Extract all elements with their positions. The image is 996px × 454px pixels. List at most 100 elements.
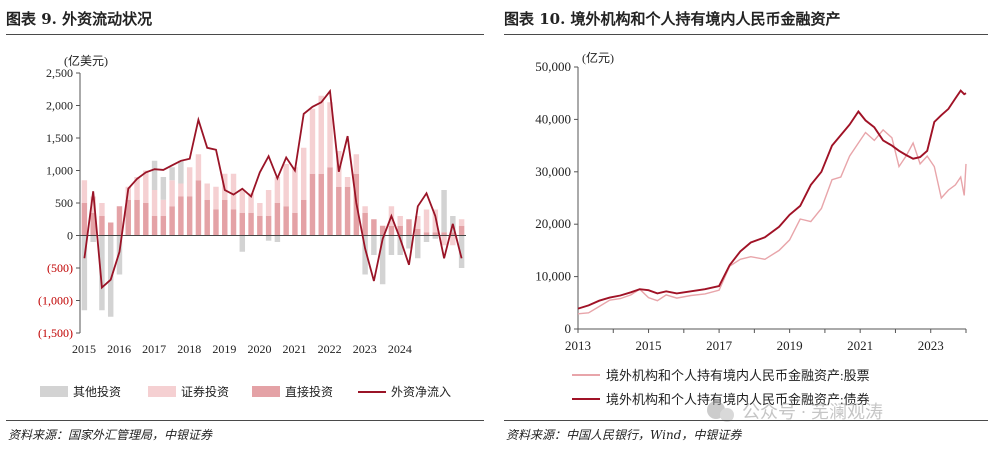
y-tick-label: 0 [67, 229, 73, 243]
other-investment-bar [169, 167, 175, 181]
direct-investment-bar [397, 225, 403, 236]
y-axis-unit-label: (亿元) [582, 50, 614, 65]
securities-investment-bar [134, 177, 140, 200]
y-tick-label: 500 [55, 196, 73, 210]
direct-investment-bar [116, 206, 123, 236]
x-tick-label: 2020 [247, 342, 271, 356]
y-tick-label: (1,000) [38, 294, 73, 308]
direct-investment-bar [415, 229, 421, 236]
direct-investment-bar [169, 206, 175, 236]
direct-investment-bar [450, 232, 456, 236]
direct-investment-bar [239, 212, 246, 236]
legend-label: 境外机构和个人持有境内人民币金融资产:债券 [606, 392, 870, 407]
left-source-note: 资料来源：国家外汇管理局，中银证券 [8, 428, 213, 442]
x-tick-label: 2017 [706, 338, 733, 353]
securities-investment-bar [178, 183, 184, 197]
legend-swatch [252, 386, 280, 397]
right-source-rule [504, 420, 988, 421]
legend-swatch [148, 386, 176, 397]
other-investment-bar [178, 160, 184, 184]
direct-investment-bar [213, 209, 219, 236]
right-source-note: 资料来源：中国人民银行，Wind，中银证券 [506, 428, 742, 442]
securities-investment-bar [423, 209, 430, 233]
direct-investment-bar [204, 199, 210, 236]
x-tick-label: 2023 [353, 342, 377, 356]
direct-investment-bar [432, 232, 439, 236]
other-investment-bar [371, 235, 377, 255]
y-tick-label: 10,000 [535, 269, 571, 284]
securities-investment-bar [283, 164, 289, 207]
x-tick-label: 2018 [177, 342, 201, 356]
other-investment-bar [441, 190, 447, 233]
other-investment-bar [239, 235, 246, 252]
wechat-icon-bubble [720, 408, 734, 422]
direct-investment-bar [458, 225, 465, 236]
x-tick-label: 2021 [283, 342, 307, 356]
other-investment-bar [160, 177, 167, 200]
y-tick-label: 0 [565, 321, 572, 336]
other-investment-bar [116, 235, 123, 275]
securities-investment-bar [318, 95, 324, 174]
direct-investment-bar [90, 212, 96, 236]
direct-investment-bar [283, 206, 289, 236]
net-inflow-line [83, 88, 463, 290]
y-tick-label: 40,000 [535, 111, 571, 126]
securities-investment-bar [362, 206, 368, 213]
securities-investment-bar [90, 196, 96, 213]
watermark: 公众号 · 芜澜观涛 [707, 401, 883, 422]
securities-investment-bar [344, 177, 351, 187]
direct-investment-bar [327, 167, 333, 236]
x-tick-label: 2019 [777, 338, 803, 353]
other-investment-bar [151, 160, 158, 190]
direct-investment-bar [107, 222, 114, 236]
right-chart-title: 图表 10. 境外机构和个人持有境内人民币金融资产 [504, 10, 841, 28]
securities-investment-bar [458, 219, 465, 226]
direct-investment-bar [134, 199, 140, 236]
direct-investment-bar [441, 232, 447, 236]
securities-investment-bar [195, 154, 202, 181]
other-investment-bar [99, 235, 105, 311]
direct-investment-bar [265, 216, 272, 236]
stocks-holdings-line [577, 128, 967, 315]
direct-investment-bar [336, 186, 342, 236]
securities-investment-bar [441, 235, 447, 246]
direct-investment-bar [406, 219, 412, 236]
securities-investment-bar [151, 190, 158, 216]
x-tick-label: 2015 [636, 338, 662, 353]
securities-investment-bar [230, 173, 237, 210]
securities-investment-bar [432, 209, 439, 233]
y-tick-label: 2,000 [46, 99, 73, 113]
securities-investment-bar [327, 102, 333, 168]
direct-investment-bar [300, 199, 307, 236]
direct-investment-bar [151, 216, 158, 236]
left-chart-title: 图表 9. 外资流动状况 [6, 10, 153, 28]
legend-label: 外资净流入 [391, 385, 451, 399]
x-tick-label: 2024 [388, 342, 412, 356]
other-investment-bar [406, 235, 412, 249]
securities-investment-bar [99, 203, 105, 216]
other-investment-bar [388, 235, 395, 255]
securities-investment-bar [257, 203, 263, 216]
securities-investment-bar [397, 216, 403, 226]
legend-label: 其他投资 [73, 384, 121, 399]
direct-investment-bar [195, 180, 202, 236]
right-title-rule [504, 34, 988, 35]
securities-investment-bar [143, 170, 149, 203]
direct-investment-bar [248, 212, 254, 236]
legend-label: 直接投资 [285, 384, 333, 399]
direct-investment-bar [143, 203, 149, 236]
securities-investment-bar [186, 167, 193, 197]
direct-investment-bar [371, 219, 377, 236]
bonds-holdings-line [577, 89, 967, 310]
securities-investment-bar [300, 147, 307, 200]
x-tick-label: 2013 [565, 338, 591, 353]
securities-investment-bar [213, 186, 219, 210]
x-tick-label: 2023 [918, 338, 944, 353]
other-investment-bar [81, 235, 88, 311]
other-investment-bar [397, 235, 403, 255]
direct-investment-bar [423, 232, 430, 236]
other-investment-bar [107, 235, 114, 317]
direct-investment-bar [379, 225, 386, 236]
securities-investment-bar [274, 177, 281, 203]
securities-investment-bar [353, 154, 360, 174]
